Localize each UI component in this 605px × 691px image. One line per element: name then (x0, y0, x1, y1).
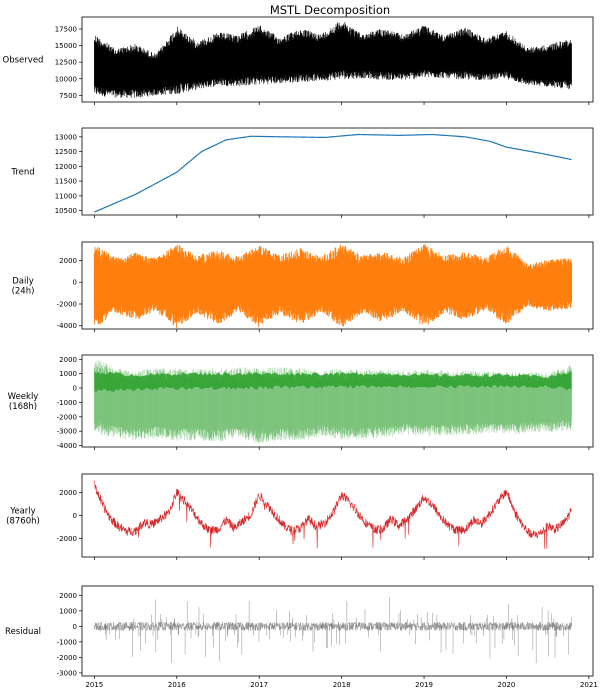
panel-ylabel: Weekly (8, 392, 39, 402)
y-tick-label: 2000 (59, 257, 77, 265)
yearly-line (94, 480, 572, 549)
y-tick-label: -2000 (57, 535, 77, 543)
y-tick-label: -1000 (57, 638, 77, 646)
y-tick-label: 10000 (55, 75, 77, 83)
panel-observed: 7500 10000 12500 15000 17500 Observed (3, 16, 594, 105)
y-tick-label: 11000 (55, 192, 77, 200)
panel-trend: 10500 11000 11500 12000 12500 13000 Trend (10, 127, 594, 218)
weekly-area (94, 360, 572, 444)
y-tick-label: 7500 (59, 92, 77, 100)
residual-line (94, 597, 572, 664)
x-tick-label: 2016 (168, 681, 186, 689)
daily-area (93, 244, 573, 328)
observed-frame (81, 16, 594, 103)
y-tick-label: 2000 (59, 592, 77, 600)
y-tick-label: -2000 (57, 300, 77, 308)
panels-group: 750010000125001500017500Observed10500110… (3, 16, 598, 689)
weekly-frame (81, 354, 594, 448)
daily-series (93, 244, 573, 328)
panel-daily: -4000 -2000 0 2000 Daily(24h) (12, 241, 594, 332)
weekly-band (94, 371, 572, 392)
panel-ylabel: (168h) (9, 402, 37, 412)
y-tick-label: 17500 (55, 25, 77, 33)
observed-series (94, 21, 572, 99)
y-tick-label: -1000 (57, 399, 77, 407)
x-tick-label: 2018 (333, 681, 351, 689)
y-tick-label: 12000 (55, 163, 77, 171)
y-tick-label: -3000 (57, 428, 77, 436)
y-tick-label: 0 (73, 385, 77, 393)
panel-ylabel: (8760h) (6, 517, 40, 527)
y-tick-label: 1000 (59, 370, 77, 378)
y-tick-label: -3000 (57, 669, 77, 677)
x-tick-label: 2015 (85, 681, 103, 689)
y-tick-label: 12500 (55, 148, 77, 156)
yearly-series (94, 480, 572, 549)
y-tick-label: -4000 (57, 322, 77, 330)
trend-series (94, 133, 572, 213)
panel-ylabel: Yearly (9, 507, 35, 517)
residual-series (94, 597, 572, 664)
y-tick-label: 0 (73, 512, 77, 520)
y-tick-label: 12500 (55, 59, 77, 67)
panel-ylabel: Observed (3, 56, 44, 66)
daily-frame (81, 241, 594, 330)
panel-weekly: -4000 -3000 -2000 -1000 0 1000 2000 Weekly(168h… (8, 354, 594, 450)
x-tick-label: 2017 (250, 681, 268, 689)
residual-frame (81, 585, 594, 677)
panel-ylabel: Residual (5, 627, 41, 637)
chart-title: MSTL Decomposition (270, 3, 390, 17)
y-tick-label: -2000 (57, 654, 77, 662)
y-tick-label: 15000 (55, 42, 77, 50)
y-tick-label: 10500 (55, 207, 77, 215)
x-tick-label: 2019 (415, 681, 433, 689)
panel-ylabel: (24h) (12, 287, 35, 297)
y-tick-label: 13000 (55, 133, 77, 141)
x-tick-label: 2021 (580, 681, 598, 689)
panel-ylabel: Trend (10, 168, 34, 178)
panel-ylabel: Daily (12, 277, 34, 287)
panel-residual: -3000 -2000 -1000 0 1000 2000 Residual 2015 2016… (5, 585, 598, 689)
y-tick-label: 1000 (59, 607, 77, 615)
observed-area (94, 21, 572, 99)
y-tick-label: -2000 (57, 413, 77, 421)
y-tick-label: 0 (73, 623, 77, 631)
x-tick-label: 2020 (498, 681, 516, 689)
trend-line (94, 133, 572, 213)
y-tick-label: 0 (73, 279, 77, 287)
weekly-series (94, 360, 572, 444)
panel-yearly: -2000 0 2000 Yearly(8760h) (6, 473, 594, 560)
y-tick-label: -4000 (57, 442, 77, 450)
y-tick-label: 2000 (59, 356, 77, 364)
trend-frame (81, 127, 594, 216)
y-tick-label: 2000 (59, 489, 77, 497)
y-tick-label: 11500 (55, 178, 77, 186)
